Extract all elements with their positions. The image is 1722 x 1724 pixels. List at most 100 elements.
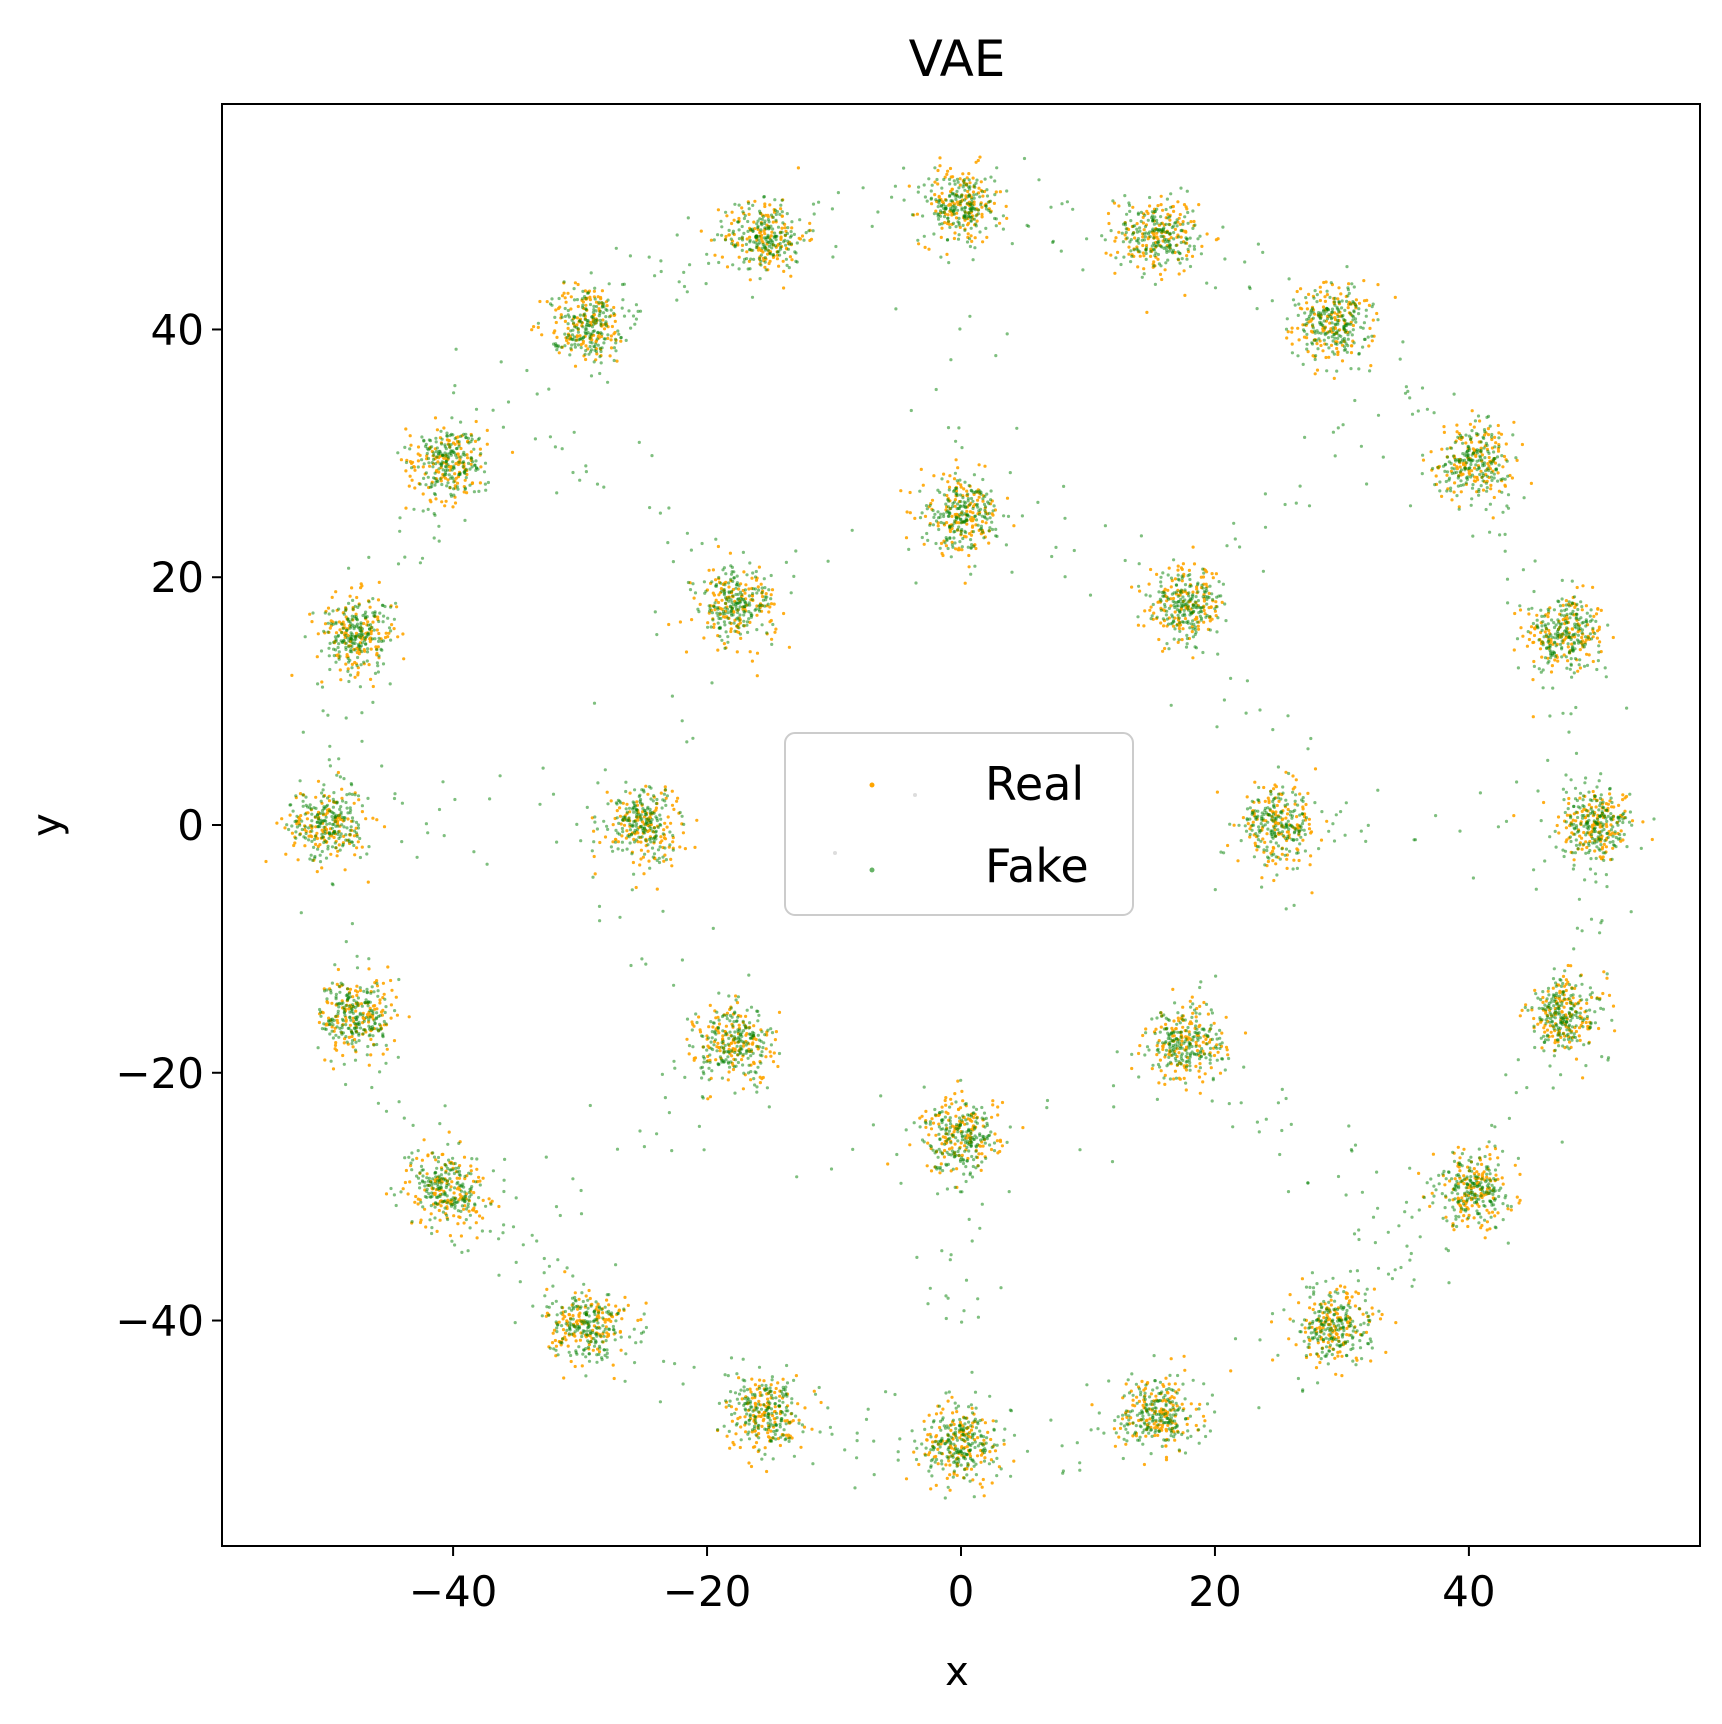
fake-point [1143,225,1148,229]
fake-point [1155,240,1160,244]
real-point [1328,321,1332,325]
real-point [327,799,332,803]
fake-point [1489,475,1493,479]
real-point [1245,795,1249,799]
real-point [615,359,619,363]
real-point [763,232,767,236]
fake-point [956,237,961,241]
real-point [977,1152,981,1156]
real-point [479,465,483,469]
real-point [930,498,935,502]
fake-point [1144,251,1148,256]
fake-point [929,189,933,193]
real-point [1112,1427,1116,1431]
fake-point [1514,456,1518,460]
fake-point [1449,446,1454,450]
real-point [756,585,760,589]
real-point [381,981,385,985]
real-point [1601,991,1605,996]
real-point [1185,254,1189,258]
fake-point [1174,220,1178,225]
real-point [326,606,331,610]
fake-point [1165,230,1169,234]
real-point [1492,495,1496,500]
real-point [965,176,969,180]
real-point [592,829,596,833]
real-point [943,175,947,179]
real-point [955,1410,959,1414]
fake-point [1323,326,1327,330]
fake-point [1558,642,1563,647]
real-point [926,1141,930,1145]
real-point [1580,836,1584,840]
real-point [946,480,950,484]
real-point [315,655,319,659]
real-point [628,791,632,795]
real-point [601,1311,605,1315]
fake-point [1445,447,1449,451]
real-point [1475,1170,1479,1174]
real-point [1371,1312,1375,1316]
real-point [443,504,447,508]
real-point [1480,1223,1484,1228]
real-point [1572,858,1576,862]
real-point [980,205,984,209]
real-point [1318,1360,1322,1365]
real-point [288,813,292,817]
fake-point [1445,455,1450,459]
fake-point [1575,602,1579,607]
real-point [1152,611,1156,615]
real-point [967,172,971,176]
real-point [599,297,603,301]
real-point [783,226,787,230]
real-point [638,863,642,867]
real-point [452,1214,456,1218]
real-point [1189,1020,1193,1024]
real-point [1455,430,1459,434]
real-point [924,1125,928,1129]
real-point [1188,999,1192,1003]
real-point [1545,1028,1550,1032]
real-point [944,1103,948,1107]
real-point [1290,326,1294,330]
fake-point [1580,605,1584,609]
real-point [332,835,336,840]
fake-point [1345,265,1349,269]
fake-point [1566,642,1570,646]
real-point [669,821,673,825]
real-point [1481,488,1486,492]
real-point [1315,342,1319,346]
real-point [354,612,358,616]
real-point [1535,613,1539,617]
real-point [932,474,936,478]
real-point [1198,1044,1202,1048]
fake-point [1185,257,1189,261]
real-point [955,512,959,516]
real-point [1532,633,1537,638]
fake-point [1587,790,1591,794]
real-point [1141,243,1145,248]
real-point [933,193,937,197]
real-point [315,831,319,835]
real-point [1149,567,1153,572]
real-point [1177,1388,1181,1392]
real-point [774,627,778,631]
real-point [950,1102,954,1106]
real-point [1195,1049,1200,1053]
real-point [1512,420,1516,424]
real-point [1194,1407,1198,1411]
real-point [1300,1277,1304,1281]
real-point [725,1434,729,1438]
real-point [971,524,975,528]
fake-point [942,215,947,219]
real-point [385,1047,389,1051]
real-point [1157,1081,1161,1085]
fake-point [1122,255,1126,259]
real-point [1518,1014,1522,1018]
fake-point [974,224,978,228]
real-point [1520,1008,1524,1013]
fake-point [1188,236,1192,240]
real-point [1142,267,1146,271]
real-point [766,1431,770,1435]
real-point [342,1041,346,1045]
